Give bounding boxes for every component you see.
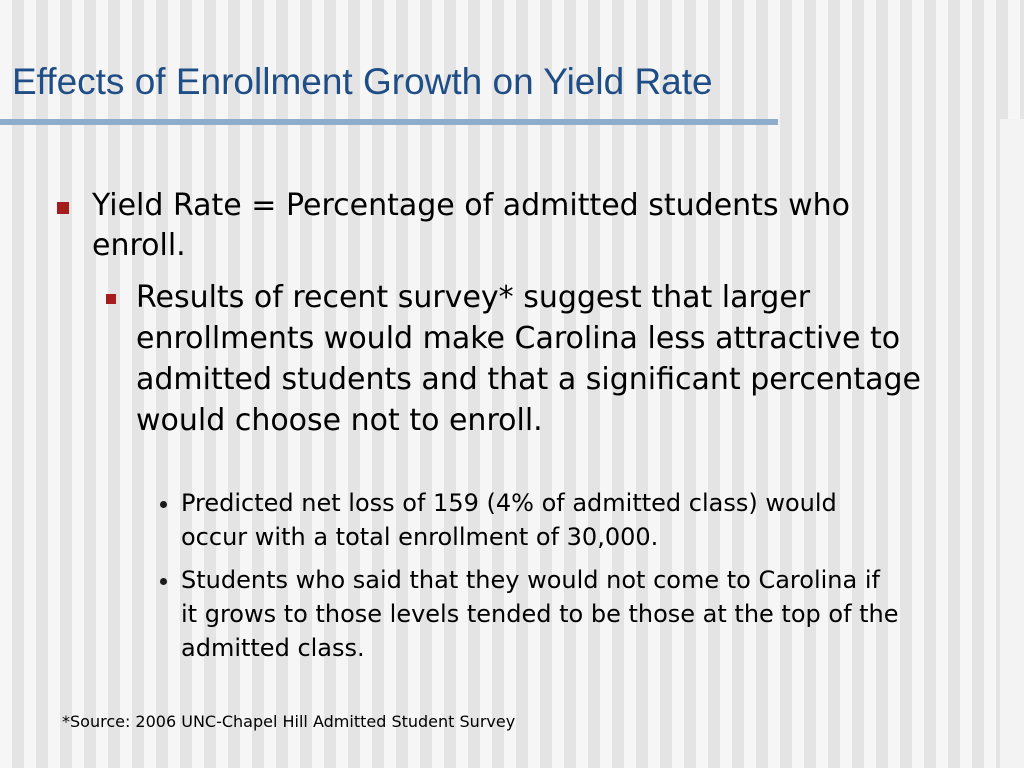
bullet-text: Predicted net loss of 159 (4% of admitte… bbox=[181, 489, 837, 551]
title-underline bbox=[0, 119, 778, 125]
bullet-text: Students who said that they would not co… bbox=[181, 566, 899, 662]
bullet-survey-results: Results of recent survey* suggest that l… bbox=[136, 277, 926, 441]
bullet-top-students: Students who said that they would not co… bbox=[181, 563, 901, 665]
bullet-text: Yield Rate = Percentage of admitted stud… bbox=[92, 188, 851, 263]
bullet-predicted-net-loss: Predicted net loss of 159 (4% of admitte… bbox=[181, 486, 901, 554]
right-edge-panel bbox=[1000, 119, 1024, 768]
source-footnote: *Source: 2006 UNC-Chapel Hill Admitted S… bbox=[62, 712, 516, 731]
square-bullet-icon bbox=[106, 294, 116, 304]
bullet-text: Results of recent survey* suggest that l… bbox=[136, 280, 921, 438]
round-bullet-icon bbox=[160, 501, 167, 508]
square-bullet-icon bbox=[57, 202, 69, 214]
slide-title: Effects of Enrollment Growth on Yield Ra… bbox=[12, 61, 713, 102]
bullet-yield-rate-definition: Yield Rate = Percentage of admitted stud… bbox=[92, 186, 912, 266]
round-bullet-icon bbox=[160, 578, 167, 585]
